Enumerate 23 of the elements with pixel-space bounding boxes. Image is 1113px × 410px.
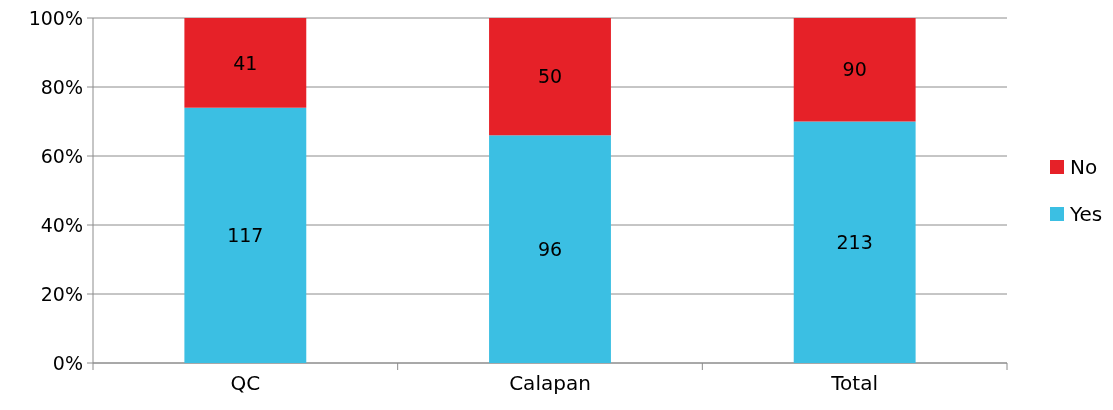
x-tick-label: QC [230,371,261,395]
bar [184,107,307,363]
annotation: 41 [233,51,258,74]
bar [489,18,611,136]
annotation: 50 [537,65,563,88]
bar [793,18,916,122]
y-tick-label: 60% [40,144,83,167]
y-tick-label: 40% [40,213,83,236]
annotation: 117 [227,224,264,246]
annotation: 90 [842,58,867,81]
y-tick-label: 0% [52,351,83,374]
x-tick-label: Calapan [509,371,591,395]
bar [793,121,916,363]
y-tick-label: 20% [40,282,83,305]
bar [184,18,307,108]
annotation: 96 [537,237,563,260]
legend-label: Yes [1069,202,1103,226]
legend-label: No [1070,155,1098,179]
x-tick-label: Total [830,371,879,395]
annotation: 213 [836,230,873,253]
bar [489,135,611,363]
y-tick-label: 100% [28,6,83,29]
y-tick-label: 80% [40,75,83,98]
